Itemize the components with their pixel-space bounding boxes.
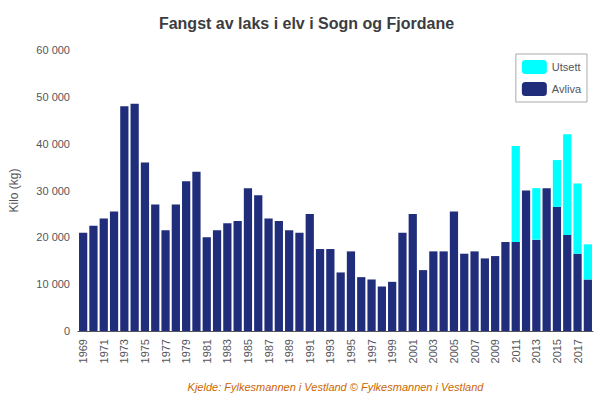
svg-text:30 000: 30 000	[36, 185, 70, 197]
svg-text:40 000: 40 000	[36, 138, 70, 150]
svg-text:Fangst av laks i elv i Sogn og: Fangst av laks i elv i Sogn og Fjordane	[159, 15, 454, 32]
svg-text:60 000: 60 000	[36, 44, 70, 56]
svg-text:1983: 1983	[221, 339, 233, 363]
svg-text:0: 0	[64, 325, 70, 337]
svg-text:2005: 2005	[448, 339, 460, 363]
svg-text:1979: 1979	[180, 339, 192, 363]
svg-text:2001: 2001	[407, 339, 419, 363]
svg-text:1997: 1997	[366, 339, 378, 363]
svg-text:1995: 1995	[345, 339, 357, 363]
svg-text:1993: 1993	[324, 339, 336, 363]
svg-text:1971: 1971	[98, 339, 110, 363]
svg-text:2011: 2011	[510, 339, 522, 363]
svg-text:1973: 1973	[118, 339, 130, 363]
svg-text:2013: 2013	[530, 339, 542, 363]
svg-text:20 000: 20 000	[36, 231, 70, 243]
svg-text:2015: 2015	[551, 339, 563, 363]
svg-text:Avliva: Avliva	[552, 83, 582, 95]
svg-text:Utsett: Utsett	[552, 61, 581, 73]
svg-text:1981: 1981	[201, 339, 213, 363]
svg-text:1987: 1987	[263, 339, 275, 363]
svg-text:Kilo (kg): Kilo (kg)	[7, 168, 21, 212]
svg-text:2017: 2017	[572, 339, 584, 363]
svg-text:1991: 1991	[304, 339, 316, 363]
svg-text:50 000: 50 000	[36, 91, 70, 103]
svg-text:2009: 2009	[489, 339, 501, 363]
svg-text:10 000: 10 000	[36, 278, 70, 290]
svg-text:1975: 1975	[139, 339, 151, 363]
svg-text:Kjelde: Fylkesmannen i Vestlan: Kjelde: Fylkesmannen i Vestland © Fylkes…	[188, 381, 485, 393]
svg-text:2003: 2003	[427, 339, 439, 363]
svg-text:1977: 1977	[160, 339, 172, 363]
svg-text:1969: 1969	[77, 339, 89, 363]
svg-text:1999: 1999	[386, 339, 398, 363]
svg-text:1989: 1989	[283, 339, 295, 363]
svg-text:2007: 2007	[469, 339, 481, 363]
svg-text:1985: 1985	[242, 339, 254, 363]
